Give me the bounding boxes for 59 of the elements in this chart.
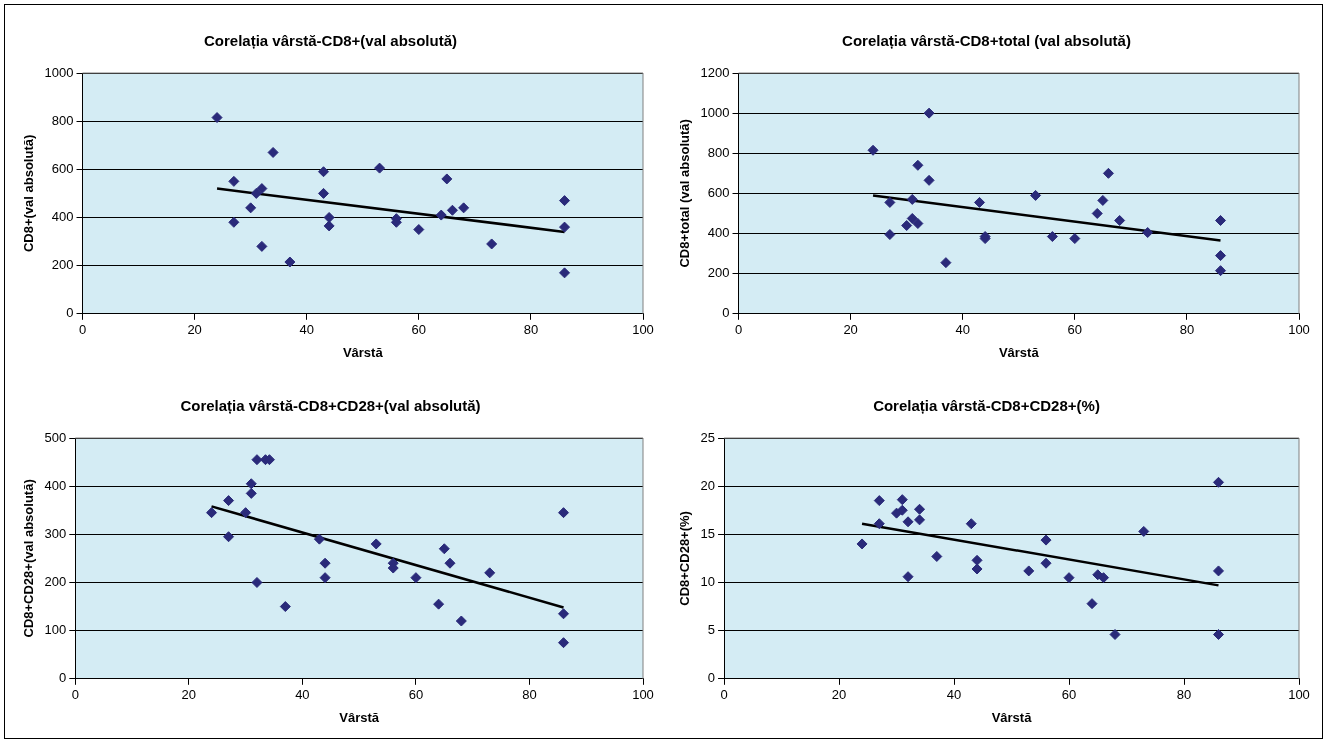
x-tick-label: 60 xyxy=(1067,322,1083,338)
y-tick-label: 500 xyxy=(44,429,67,445)
y-tick-label: 200 xyxy=(44,574,67,590)
y-axis-title: CD8+CD28+(val absolută) xyxy=(21,479,37,638)
y-tick-label: 600 xyxy=(51,160,74,176)
x-tick-label: 40 xyxy=(295,687,310,703)
x-tick-label: 40 xyxy=(955,322,970,338)
y-tick-label: 200 xyxy=(707,265,730,281)
y-tick-label: 0 xyxy=(66,305,74,321)
chart-title: Corelația vârstă-CD8+CD28+(val absolută) xyxy=(180,397,481,415)
y-tick-label: 400 xyxy=(707,225,730,241)
y-tick-label: 1200 xyxy=(700,64,730,80)
y-tick-label: 600 xyxy=(707,184,730,200)
x-tick-label: 40 xyxy=(946,687,962,703)
x-tick-label: 80 xyxy=(1176,687,1192,703)
y-tick-label: 200 xyxy=(51,257,74,273)
x-tick-label: 60 xyxy=(411,322,427,338)
x-tick-label: 0 xyxy=(78,322,87,338)
y-tick-label: 0 xyxy=(59,670,67,686)
x-tick-label: 80 xyxy=(523,322,539,338)
y-axis-title: CD8+(val absolută) xyxy=(21,134,37,253)
y-tick-label: 0 xyxy=(707,670,716,686)
x-tick-label: 20 xyxy=(181,687,197,703)
y-tick-label: 15 xyxy=(700,525,716,541)
x-tick-label: 100 xyxy=(1288,322,1310,338)
x-tick-label: 20 xyxy=(187,322,202,338)
x-tick-label: 60 xyxy=(408,687,424,703)
y-tick-label: 100 xyxy=(44,622,67,638)
x-tick-label: 100 xyxy=(632,322,654,338)
x-tick-label: 100 xyxy=(632,687,654,703)
y-axis-title: CD8+CD28+(%) xyxy=(677,511,693,606)
y-tick-label: 800 xyxy=(51,112,74,128)
x-axis-title: Vârstă xyxy=(342,344,384,360)
y-tick-label: 800 xyxy=(707,144,730,160)
chart-title: Corelația vârstă-CD8+CD28+(%) xyxy=(873,397,1100,415)
chart-title: Corelația vârstă-CD8+(val absolută) xyxy=(203,32,458,50)
y-tick-label: 400 xyxy=(44,477,67,493)
y-tick-label: 400 xyxy=(51,209,74,225)
y-tick-label: 25 xyxy=(700,429,716,445)
x-axis-title: Vârstă xyxy=(339,709,380,725)
x-tick-label: 0 xyxy=(734,322,743,338)
y-tick-label: 0 xyxy=(722,305,730,321)
x-axis-title: Vârstă xyxy=(991,709,1033,725)
y-tick-label: 1000 xyxy=(700,104,730,120)
y-axis-title: CD8+total (val absolută) xyxy=(677,119,693,268)
y-tick-label: 1000 xyxy=(44,64,74,80)
x-tick-label: 100 xyxy=(1288,687,1310,703)
x-tick-label: 60 xyxy=(1061,687,1077,703)
y-tick-label: 300 xyxy=(44,525,67,541)
x-tick-label: 80 xyxy=(1179,322,1195,338)
y-tick-label: 10 xyxy=(700,574,716,590)
x-tick-label: 20 xyxy=(843,322,858,338)
x-axis-title: Vârstă xyxy=(998,344,1040,360)
x-tick-label: 80 xyxy=(522,687,537,703)
x-tick-label: 20 xyxy=(831,687,847,703)
x-tick-label: 40 xyxy=(299,322,314,338)
y-tick-label: 20 xyxy=(700,477,716,493)
chart-title: Corelația vârstă-CD8+total (val absolută) xyxy=(842,32,1131,50)
y-tick-label: 5 xyxy=(707,622,716,638)
